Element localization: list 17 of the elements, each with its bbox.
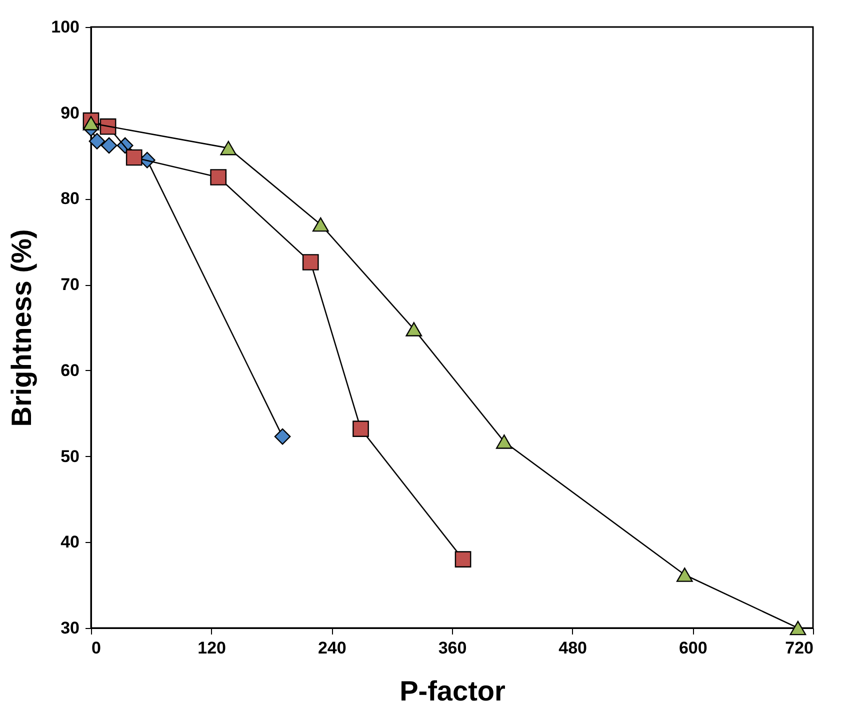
x-tick-label: 600 — [678, 638, 708, 658]
y-tick-label: 30 — [60, 618, 80, 638]
y-tick-label: 60 — [60, 360, 80, 380]
y-axis-title: Brightness (%) — [6, 229, 38, 427]
y-tick-label: 90 — [60, 103, 80, 122]
x-tick-label: 480 — [558, 638, 588, 658]
y-tick-label: 50 — [60, 446, 80, 466]
x-tick-label: 240 — [318, 638, 346, 658]
y-tick-label: 80 — [60, 189, 80, 208]
x-tick-label: 120 — [198, 638, 226, 658]
x-tick-label: 720 — [785, 638, 814, 658]
x-tick-label: 360 — [438, 638, 467, 658]
x-tick-label: 0 — [92, 638, 101, 658]
x-axis-title: P-factor — [400, 676, 506, 706]
y-tick-label: 40 — [60, 532, 80, 552]
y-tick-label: 70 — [60, 275, 80, 294]
y-tick-label: 100 — [51, 18, 80, 36]
